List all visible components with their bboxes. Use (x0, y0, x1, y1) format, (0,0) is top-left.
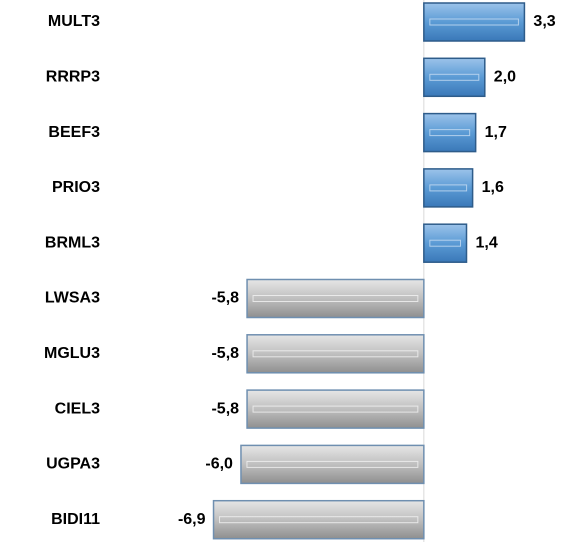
bar (423, 112, 477, 153)
category-label: MULT3 (48, 13, 100, 30)
category-label: PRIO3 (52, 179, 100, 196)
bar-bevel (429, 239, 462, 247)
bar-bevel (252, 295, 419, 302)
bar (423, 57, 486, 98)
category-label: RRRP3 (46, 69, 100, 86)
category-label: MGLU3 (44, 345, 100, 362)
bar (246, 278, 425, 319)
value-label: 1,7 (485, 124, 507, 141)
category-label: UGPA3 (46, 456, 100, 473)
category-label: LWSA3 (45, 290, 100, 307)
bar (423, 223, 468, 263)
bar-bevel (252, 350, 419, 358)
category-label: CIEL3 (55, 400, 100, 417)
bar (240, 444, 425, 485)
bar-bevel (429, 18, 519, 26)
value-label: -6,9 (178, 511, 206, 528)
value-label: 1,6 (482, 179, 504, 196)
bar (423, 168, 474, 208)
category-label: BIDI11 (51, 511, 100, 528)
value-label: 3,3 (533, 13, 555, 30)
value-label: 2,0 (494, 69, 516, 86)
bar (212, 499, 425, 540)
bar-bevel (429, 129, 471, 137)
value-label: -6,0 (205, 456, 233, 473)
bar-bevel (429, 184, 468, 192)
value-label: -5,8 (211, 290, 239, 307)
bar (246, 389, 425, 429)
bar-bevel (219, 516, 419, 524)
category-label: BRML3 (45, 234, 100, 251)
bar-bevel (252, 405, 419, 413)
category-label: BEEF3 (48, 124, 100, 141)
value-label: -5,8 (211, 345, 239, 362)
bar (423, 2, 526, 42)
bar-bevel (429, 73, 480, 81)
value-label: -5,8 (211, 400, 239, 417)
bar-bevel (246, 460, 419, 468)
value-label: 1,4 (476, 234, 498, 251)
bar (246, 334, 425, 374)
